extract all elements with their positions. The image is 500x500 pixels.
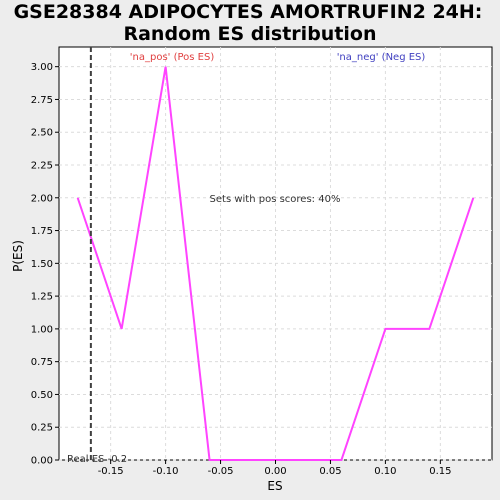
y-tick-label-8: 2.00: [31, 193, 53, 204]
y-tick-label-11: 2.75: [31, 95, 53, 106]
grid-layer: [59, 47, 492, 461]
chart-title-line2: Random ES distribution: [123, 23, 376, 45]
x-axis-ticks: -0.15 -0.10 -0.05 0.00 0.05 0.10 0.15: [98, 460, 451, 477]
y-tick-label-0: 0.00: [31, 456, 53, 467]
y-tick-label-12: 3.00: [31, 62, 53, 73]
y-tick-label-1: 0.25: [31, 423, 53, 434]
x-tick-label-6: 0.15: [429, 466, 451, 477]
pos-scores-label: Sets with pos scores: 40%: [210, 194, 341, 205]
y-tick-label-7: 1.75: [31, 226, 53, 237]
x-tick-label-1: -0.10: [153, 466, 179, 477]
x-tick-label-0: -0.15: [98, 466, 124, 477]
y-tick-label-3: 0.75: [31, 357, 53, 368]
y-axis-label: P(ES): [11, 240, 25, 272]
chart-title-line1: GSE28384 ADIPOCYTES AMORTRUFIN2 24H:: [14, 1, 483, 23]
na-pos-label: 'na_pos' (Pos ES): [130, 52, 215, 63]
y-tick-label-5: 1.25: [31, 292, 53, 303]
y-tick-label-4: 1.00: [31, 324, 53, 335]
x-tick-label-3: 0.00: [264, 466, 286, 477]
y-tick-label-6: 1.50: [31, 259, 53, 270]
x-tick-label-5: 0.10: [374, 466, 396, 477]
x-tick-label-4: 0.05: [319, 466, 341, 477]
x-axis-label: ES: [267, 479, 282, 493]
x-tick-label-2: -0.05: [208, 466, 234, 477]
y-tick-label-2: 0.50: [31, 390, 53, 401]
y-axis-ticks: 0.00 0.25 0.50 0.75 1.00 1.25 1.50 1.75 2.00 2.25…: [31, 62, 59, 467]
na-neg-label: 'na_neg' (Neg ES): [337, 52, 426, 63]
real-es-label: Real ES -0.2: [67, 454, 127, 465]
y-tick-label-10: 2.50: [31, 128, 53, 139]
y-tick-label-9: 2.25: [31, 161, 53, 172]
